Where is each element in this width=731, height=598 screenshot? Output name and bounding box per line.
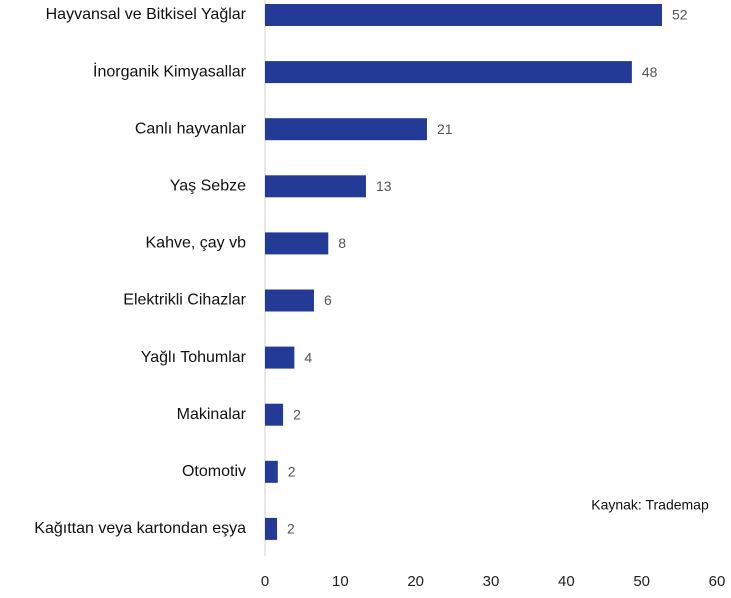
category-label: Yaş Sebze <box>170 178 246 195</box>
bar <box>265 4 663 26</box>
bar <box>265 289 314 312</box>
bar <box>265 460 278 483</box>
bar <box>265 403 284 426</box>
value-label: 6 <box>324 292 332 308</box>
value-label: 4 <box>304 349 312 365</box>
bar <box>265 517 278 540</box>
value-label: 2 <box>287 521 295 537</box>
x-tick-label: 20 <box>407 573 424 590</box>
bar <box>265 346 295 369</box>
category-label: Kağıttan veya kartondan eşya <box>34 520 246 537</box>
value-label: 2 <box>288 464 296 480</box>
value-label: 2 <box>293 406 301 422</box>
x-tick-label: 50 <box>633 573 650 590</box>
bar <box>265 232 329 255</box>
category-label: Yağlı Tohumlar <box>141 349 247 366</box>
category-label: Canlı hayvanlar <box>135 120 247 137</box>
bar <box>265 61 632 84</box>
x-tick-label: 40 <box>558 573 575 590</box>
value-label: 21 <box>437 121 453 137</box>
x-tick-label: 60 <box>709 573 726 590</box>
value-label: 8 <box>338 235 346 251</box>
category-label: Elektrikli Cihazlar <box>123 292 246 309</box>
value-label: 48 <box>642 64 658 80</box>
category-label: Hayvansal ve Bitkisel Yağlar <box>46 6 247 23</box>
source-note: Kaynak: Trademap <box>591 497 709 513</box>
category-label: İnorganik Kimyasallar <box>93 61 247 80</box>
bar <box>265 175 366 198</box>
value-label: 13 <box>376 178 392 194</box>
category-label: Otomotiv <box>182 463 246 480</box>
x-tick-label: 0 <box>261 573 269 590</box>
category-label: Kahve, çay vb <box>146 235 247 252</box>
x-tick-label: 10 <box>332 573 349 590</box>
bar <box>265 118 427 141</box>
category-label: Makinalar <box>177 406 247 423</box>
value-label: 52 <box>672 7 688 23</box>
x-tick-label: 30 <box>483 573 500 590</box>
